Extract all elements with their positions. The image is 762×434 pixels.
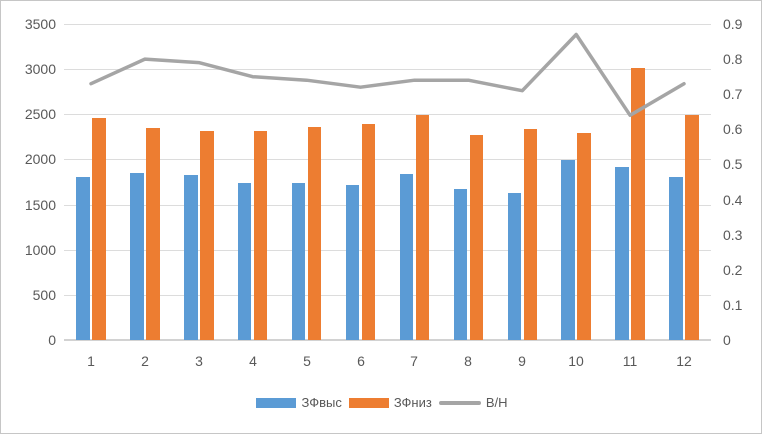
bar-zfvys	[291, 183, 306, 340]
bar-zfvys	[184, 175, 198, 340]
category-label: 2	[141, 353, 149, 369]
right-axis-tick-label: 0.7	[723, 86, 743, 102]
left-axis-tick-label: 3500	[24, 16, 56, 32]
bar-zfvys	[399, 174, 414, 340]
bar-zfniz	[523, 129, 538, 340]
bar-zfniz	[146, 128, 160, 340]
left-axis-tick-label: 1000	[24, 242, 56, 258]
x-axis-line	[64, 339, 711, 341]
bar-zfniz	[200, 131, 214, 340]
vn-series-swatch	[438, 400, 481, 405]
bar-zfvys	[345, 185, 360, 340]
category-label: 12	[676, 353, 692, 369]
left-axis-tick-label: 2000	[24, 151, 56, 167]
gridline	[64, 114, 711, 115]
right-axis-tick-label: 0.5	[723, 156, 743, 172]
category-label: 3	[195, 353, 203, 369]
gridline	[64, 295, 711, 296]
bar-zfvys	[76, 177, 90, 340]
ratio-line	[89, 32, 686, 118]
right-axis-tick-label: 0.4	[723, 192, 743, 208]
legend-item-vn: В/Н	[438, 395, 508, 410]
category-label: 9	[518, 353, 526, 369]
gridline	[64, 159, 711, 160]
bar-zfniz	[361, 124, 376, 340]
left-axis-tick-label: 0	[48, 332, 56, 348]
right-axis-tick-label: 0.9	[723, 16, 743, 32]
right-axis-tick-label: 0.1	[723, 297, 743, 313]
category-label: 7	[410, 353, 418, 369]
legend: ЗФвыс ЗФниз В/Н	[1, 395, 761, 410]
category-label: 8	[464, 353, 472, 369]
right-axis-tick-label: 0.2	[723, 262, 743, 278]
category-label: 4	[249, 353, 257, 369]
left-axis-tick-label: 2500	[24, 106, 56, 122]
right-axis-tick-label: 0	[723, 332, 731, 348]
legend-label-zfniz: ЗФниз	[393, 395, 432, 410]
legend-label-zfvys: ЗФвыс	[301, 395, 342, 410]
gridline	[64, 69, 711, 70]
bar-zfvys	[561, 160, 575, 340]
bar-zfniz	[631, 68, 645, 340]
legend-item-zfvys: ЗФвыс	[256, 395, 342, 410]
bar-zfvys	[130, 173, 144, 340]
right-axis-tick-label: 0.6	[723, 121, 743, 137]
category-label: 5	[303, 353, 311, 369]
left-axis-tick-label: 1500	[24, 197, 56, 213]
bar-zfniz	[577, 133, 591, 340]
bar-zfniz	[253, 131, 268, 340]
zfniz-series-swatch	[348, 397, 389, 408]
bar-zfvys	[453, 189, 468, 340]
bar-zfvys	[507, 193, 522, 340]
bar-zfniz	[685, 115, 699, 340]
legend-label-vn: В/Н	[485, 395, 508, 410]
bar-zfniz	[469, 135, 484, 340]
gridline	[64, 205, 711, 206]
gridline	[64, 24, 711, 25]
plot-area	[64, 24, 711, 341]
legend-item-zfniz: ЗФниз	[348, 395, 432, 410]
bar-zfniz	[415, 115, 430, 340]
bar-zfvys	[237, 183, 252, 340]
left-axis-tick-label: 500	[32, 287, 56, 303]
category-label: 11	[622, 353, 638, 369]
zfvys-series-swatch	[256, 397, 297, 408]
bar-zfniz	[307, 127, 322, 340]
bar-zfvys	[669, 177, 683, 340]
category-label: 6	[357, 353, 365, 369]
left-axis-tick-label: 3000	[24, 61, 56, 77]
right-axis-tick-label: 0.3	[723, 227, 743, 243]
category-label: 1	[87, 353, 95, 369]
bar-zfniz	[92, 118, 106, 340]
right-axis-tick-label: 0.8	[723, 51, 743, 67]
category-label: 10	[568, 353, 584, 369]
ratio-line-series	[89, 32, 686, 118]
gridline	[64, 250, 711, 251]
bar-zfvys	[615, 167, 629, 340]
